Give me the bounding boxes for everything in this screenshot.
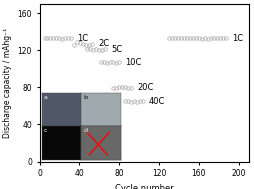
Text: 1C: 1C: [77, 34, 88, 43]
Text: 10C: 10C: [125, 58, 141, 67]
Text: 20C: 20C: [137, 83, 153, 92]
Text: 40C: 40C: [149, 97, 165, 106]
Text: 2C: 2C: [98, 39, 109, 48]
Y-axis label: Discharge capacity / mAhg⁻¹: Discharge capacity / mAhg⁻¹: [3, 28, 12, 138]
X-axis label: Cycle number: Cycle number: [114, 184, 173, 189]
Text: 1C: 1C: [231, 34, 242, 43]
Text: 5C: 5C: [111, 45, 122, 54]
